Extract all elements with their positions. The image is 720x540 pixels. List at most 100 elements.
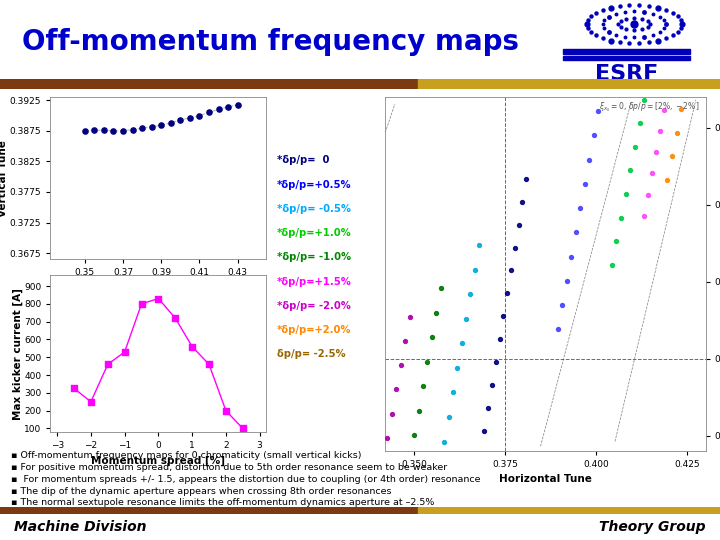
Point: [662, 176, 673, 184]
Text: ▪ For positive momentum spread, distortion due to 5th order resonance seem to be: ▪ For positive momentum spread, distorti…: [11, 463, 447, 472]
Point: [675, 21, 686, 29]
Point: [184, 113, 196, 122]
Point: [98, 126, 109, 134]
Text: δp/p= -2.5%: δp/p= -2.5%: [277, 349, 346, 360]
Point: [694, 10, 706, 19]
Point: [418, 382, 429, 390]
Point: [671, 128, 683, 137]
Text: Machine Division: Machine Division: [14, 520, 147, 534]
Point: [644, 72, 655, 80]
Point: [482, 403, 494, 412]
Point: [451, 363, 463, 372]
Point: [400, 336, 411, 345]
Point: [127, 125, 138, 134]
Point: [685, 58, 696, 66]
Point: [680, 81, 692, 90]
Point: [502, 289, 513, 298]
Text: ▪ The normal sextupole resonance limits the off-momentum dynamics aperture at –2: ▪ The normal sextupole resonance limits …: [11, 498, 434, 508]
Point: [426, 333, 438, 341]
Point: [136, 300, 148, 308]
Point: [232, 100, 243, 109]
Point: [593, 107, 604, 116]
Point: [474, 241, 485, 249]
Point: [175, 116, 186, 124]
Point: [68, 384, 80, 393]
Point: [666, 63, 678, 71]
Text: *δp/p=  0: *δp/p= 0: [277, 156, 330, 165]
Point: [494, 335, 505, 343]
Point: [479, 427, 490, 435]
X-axis label: Horizontal Tune: Horizontal Tune: [112, 283, 204, 293]
Bar: [418, 507, 720, 514]
Bar: [563, 56, 690, 60]
Text: *δp/p=+1.5%: *δp/p=+1.5%: [277, 276, 352, 287]
Point: [654, 126, 665, 135]
Point: [552, 325, 564, 334]
Text: ▪ Off-momentum frequency maps for 0 chromaticity (small vertical kicks): ▪ Off-momentum frequency maps for 0 chro…: [11, 451, 361, 460]
Point: [358, 444, 369, 453]
Text: *δp/p= -1.0%: *δp/p= -1.0%: [277, 252, 351, 262]
X-axis label: Momentum spread [%]: Momentum spread [%]: [91, 456, 225, 466]
Text: $\xi_{x_0}=0$, $\delta p/p=[2\%,-2\%]$: $\xi_{x_0}=0$, $\delta p/p=[2\%,-2\%]$: [599, 101, 699, 114]
Point: [460, 314, 472, 323]
Point: [376, 348, 387, 356]
Point: [521, 174, 532, 183]
Point: [464, 290, 476, 299]
Point: [146, 122, 158, 131]
Point: [413, 407, 424, 415]
Point: [386, 409, 397, 418]
Point: [625, 166, 636, 175]
Point: [203, 360, 215, 369]
Text: Theory Group: Theory Group: [599, 520, 706, 534]
Point: [213, 105, 225, 114]
Point: [566, 252, 577, 261]
Point: [222, 103, 234, 111]
Text: *δp/p=+1.0%: *δp/p=+1.0%: [277, 228, 352, 238]
Text: ESRF: ESRF: [595, 64, 658, 84]
Point: [456, 339, 467, 348]
Point: [435, 284, 446, 292]
Point: [447, 388, 459, 397]
Point: [629, 143, 641, 151]
Point: [670, 42, 682, 50]
Point: [395, 361, 406, 369]
Bar: [0, 507, 418, 514]
Text: *δp/p=+2.0%: *δp/p=+2.0%: [277, 325, 351, 335]
Bar: [418, 79, 720, 89]
Text: *δp/p= -2.0%: *δp/p= -2.0%: [277, 301, 351, 311]
Point: [153, 294, 164, 303]
Point: [372, 372, 383, 380]
Bar: [563, 49, 690, 53]
Point: [136, 124, 148, 133]
Point: [690, 34, 701, 43]
Point: [367, 396, 379, 404]
Point: [490, 357, 502, 366]
Point: [237, 424, 248, 433]
Point: [408, 431, 420, 440]
Point: [561, 276, 572, 285]
Point: [102, 360, 114, 369]
Point: [575, 204, 586, 212]
Point: [584, 156, 595, 164]
Point: [165, 119, 176, 127]
Point: [422, 357, 433, 366]
Text: ▪ The dip of the dynamic aperture appears when crossing 8th order resonances: ▪ The dip of the dynamic aperture appear…: [11, 487, 391, 496]
Point: [642, 190, 654, 199]
X-axis label: Horizontal Tune: Horizontal Tune: [499, 475, 592, 484]
Point: [220, 406, 232, 415]
Text: *δp/p= -0.5%: *δp/p= -0.5%: [277, 204, 351, 214]
Point: [658, 105, 670, 114]
Point: [646, 169, 657, 178]
Point: [377, 458, 388, 467]
Point: [203, 108, 215, 117]
Point: [579, 180, 590, 188]
Point: [486, 381, 498, 389]
Point: [469, 265, 480, 274]
Point: [390, 385, 402, 394]
Text: Off-momentum frequency maps: Off-momentum frequency maps: [22, 28, 519, 56]
Point: [588, 131, 600, 140]
Point: [354, 469, 365, 477]
Point: [194, 111, 205, 120]
Point: [89, 126, 100, 134]
Point: [606, 260, 618, 269]
